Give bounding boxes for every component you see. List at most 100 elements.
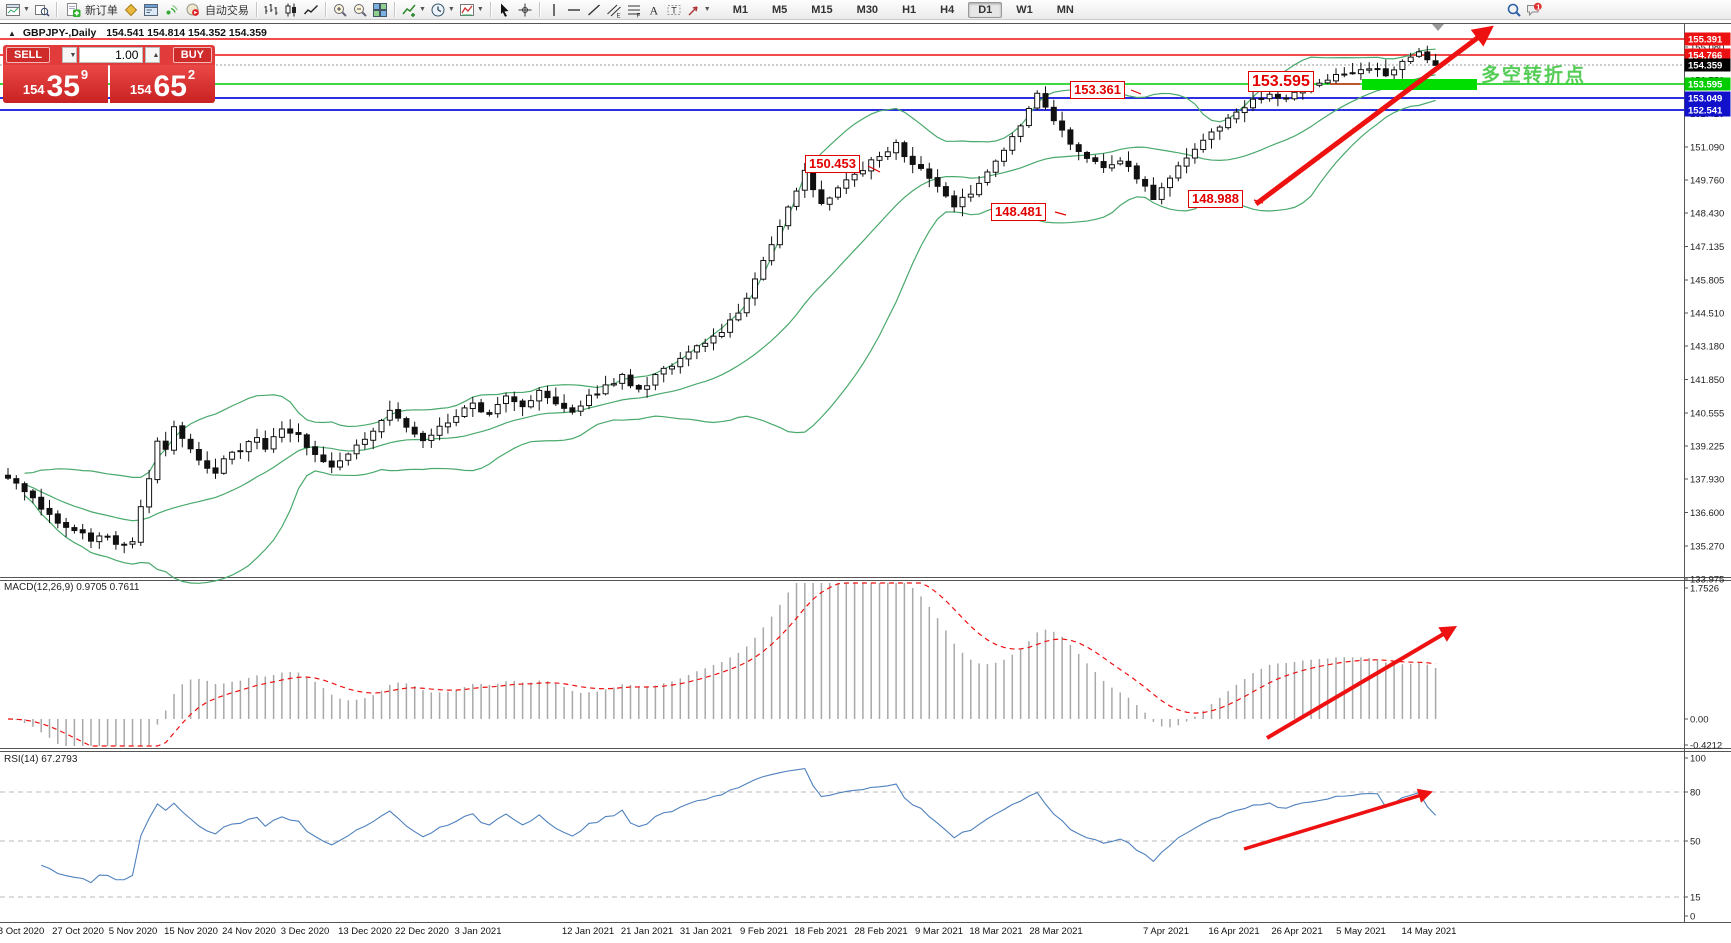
trendline-icon[interactable] <box>585 1 603 19</box>
price-annotation[interactable]: 150.453 <box>805 155 860 173</box>
candle-body <box>793 190 800 207</box>
candle-body <box>428 434 435 441</box>
templates-icon[interactable]: ▼ <box>458 1 485 19</box>
candle-body <box>868 159 875 172</box>
autotrading-button[interactable]: 自动交易 <box>181 1 252 19</box>
timeframe-m30[interactable]: M30 <box>856 3 879 16</box>
candle-body <box>743 297 750 314</box>
bar-chart-icon[interactable] <box>262 1 280 19</box>
date-tick-label: 7 Apr 2021 <box>1143 926 1189 937</box>
timeframe-m15[interactable]: M15 <box>811 3 833 16</box>
trend-arrow[interactable] <box>1254 25 1494 206</box>
candle-body <box>403 418 410 428</box>
rsi-tick-label: 50 <box>1690 837 1701 848</box>
timeframe-d1[interactable]: D1 <box>968 1 1003 18</box>
charts-window-icon[interactable]: ▼ <box>4 1 31 19</box>
candle-body <box>5 474 11 479</box>
candle-body <box>1125 160 1132 168</box>
timeframe-h4[interactable]: H4 <box>940 3 955 16</box>
profiles-icon[interactable] <box>33 1 51 19</box>
price-tick-label: 136.600 <box>1690 508 1724 519</box>
candle-body <box>826 197 833 205</box>
indicators-icon[interactable]: ▼ <box>400 1 427 19</box>
candle-body <box>519 400 526 408</box>
trend-arrow[interactable] <box>1243 788 1433 851</box>
candlestick-chart-icon[interactable] <box>282 1 300 19</box>
crosshair-icon[interactable] <box>516 1 534 19</box>
indicators-icon-caret[interactable]: ▼ <box>418 6 426 13</box>
channel-icon[interactable]: E <box>605 1 623 19</box>
collapse-arrow-icon[interactable]: ▲ <box>8 29 16 38</box>
toolbar-separator <box>538 2 540 17</box>
bollinger-upper[interactable] <box>24 48 1436 478</box>
bollinger-lower[interactable] <box>24 99 1436 584</box>
label-icon[interactable]: T <box>665 1 683 19</box>
candle-body <box>1374 68 1381 71</box>
volume-input[interactable] <box>79 47 144 63</box>
candle-body <box>162 440 169 450</box>
fibonacci-icon[interactable]: F <box>625 1 643 19</box>
text-icon[interactable]: A <box>645 1 663 19</box>
sell-button[interactable]: SELL <box>6 47 51 63</box>
chart-shift-marker[interactable] <box>1432 24 1444 31</box>
signals-icon[interactable] <box>162 1 180 19</box>
candle-body <box>353 444 360 455</box>
annotation-leader <box>867 165 881 173</box>
line-chart-icon[interactable] <box>302 1 320 19</box>
toolbar-separator <box>324 2 326 17</box>
timeframe-w1[interactable]: W1 <box>1016 3 1033 16</box>
zoom-in-icon[interactable] <box>331 1 349 19</box>
svg-text:F: F <box>636 13 640 18</box>
timeframe-m1[interactable]: M1 <box>732 3 748 16</box>
candle-body <box>951 195 958 208</box>
candle-body <box>1142 178 1149 187</box>
toolbar-separator <box>255 2 257 17</box>
new-order-button[interactable]: 新订单 <box>61 1 121 19</box>
horizontal-line-icon[interactable] <box>565 1 583 19</box>
price-tick-label: 143.180 <box>1690 342 1724 353</box>
search-icon[interactable] <box>1505 1 1523 19</box>
vertical-line-icon[interactable] <box>545 1 563 19</box>
trendline-icon <box>586 1 602 19</box>
turning-point-note[interactable]: 多空转折点 <box>1481 65 1587 86</box>
candle-body <box>1167 177 1173 189</box>
bollinger-middle[interactable] <box>24 74 1436 522</box>
tile-windows-icon[interactable] <box>371 1 389 19</box>
price-annotation[interactable]: 153.595 <box>1248 71 1314 92</box>
sell-price[interactable]: 154 35 9 <box>3 65 108 103</box>
candle-body <box>718 332 725 337</box>
timeframe-m5[interactable]: M5 <box>771 3 788 16</box>
price-annotation[interactable]: 148.481 <box>991 203 1046 221</box>
buy-button[interactable]: BUY <box>172 47 213 63</box>
terminal-icon[interactable] <box>142 1 160 19</box>
timeframe-h1[interactable]: H1 <box>902 3 917 16</box>
notifications-icon[interactable]: 1 <box>1525 1 1543 19</box>
charts-window-icon-caret[interactable]: ▼ <box>23 6 30 13</box>
candle-body <box>1324 79 1331 84</box>
arrows-tool-icon[interactable]: ▼ <box>685 1 712 19</box>
candle-body <box>1349 72 1356 75</box>
timeframe-mn[interactable]: MN <box>1056 3 1074 16</box>
periods-icon-caret[interactable]: ▼ <box>447 6 455 13</box>
arrows-tool-icon-caret[interactable]: ▼ <box>703 6 711 13</box>
templates-icon-caret[interactable]: ▼ <box>476 6 484 13</box>
buy-price[interactable]: 154 65 2 <box>110 65 215 103</box>
marketwatch-icon[interactable] <box>122 1 140 19</box>
price-annotation[interactable]: 153.361 <box>1070 81 1125 99</box>
volume-increase-button[interactable]: ▲ <box>145 47 161 63</box>
candle-body <box>652 374 659 386</box>
candle-body <box>345 453 352 461</box>
zoom-in-icon <box>332 1 348 19</box>
candle-body <box>1175 165 1182 179</box>
candle-body <box>1316 82 1323 86</box>
volume-decrease-button[interactable]: ▼ <box>62 47 78 63</box>
rsi-tick-label: 80 <box>1690 788 1701 799</box>
periods-icon[interactable]: ▼ <box>429 1 456 19</box>
trend-arrow[interactable] <box>1265 626 1458 740</box>
price-annotation[interactable]: 148.988 <box>1188 190 1243 208</box>
cursor-icon[interactable] <box>496 1 514 19</box>
candle-body <box>1407 56 1414 63</box>
candle-body <box>992 160 999 173</box>
zoom-out-icon[interactable] <box>351 1 369 19</box>
